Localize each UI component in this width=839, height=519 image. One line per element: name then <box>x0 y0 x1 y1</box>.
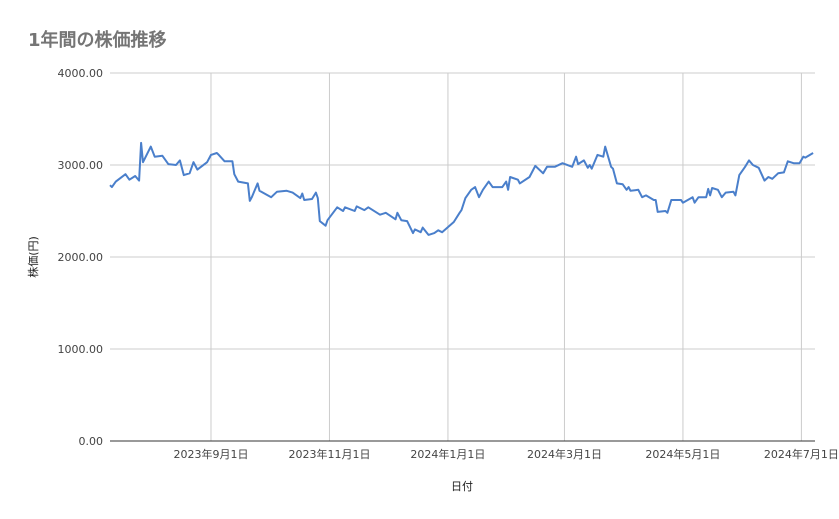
y-axis-ticks: 0.00 1000.00 2000.00 3000.00 4000.00 <box>58 67 104 448</box>
x-tick-label: 2024年1月1日 <box>410 447 485 461</box>
x-tick-label: 2023年9月1日 <box>173 447 248 461</box>
y-axis-label: 株価(円) <box>26 236 40 278</box>
y-tick-label: 0.00 <box>79 435 104 448</box>
y-tick-label: 1000.00 <box>58 343 104 356</box>
x-tick-label: 2024年5月1日 <box>645 447 720 461</box>
gridlines <box>110 72 815 441</box>
series-line <box>109 141 814 236</box>
y-tick-label: 3000.00 <box>58 159 104 172</box>
x-tick-label: 2024年7月1日 <box>764 447 839 461</box>
y-tick-label: 4000.00 <box>58 67 104 80</box>
y-tick-label: 2000.00 <box>58 251 104 264</box>
x-axis-label: 日付 <box>451 480 473 493</box>
chart-title: 1年間の株価推移 <box>28 30 167 51</box>
x-tick-label: 2024年3月1日 <box>527 447 602 461</box>
x-axis-ticks: 2023年9月1日 2023年11月1日 2024年1月1日 2024年3月1日 202… <box>173 447 838 461</box>
x-tick-label: 2023年11月1日 <box>288 447 370 461</box>
